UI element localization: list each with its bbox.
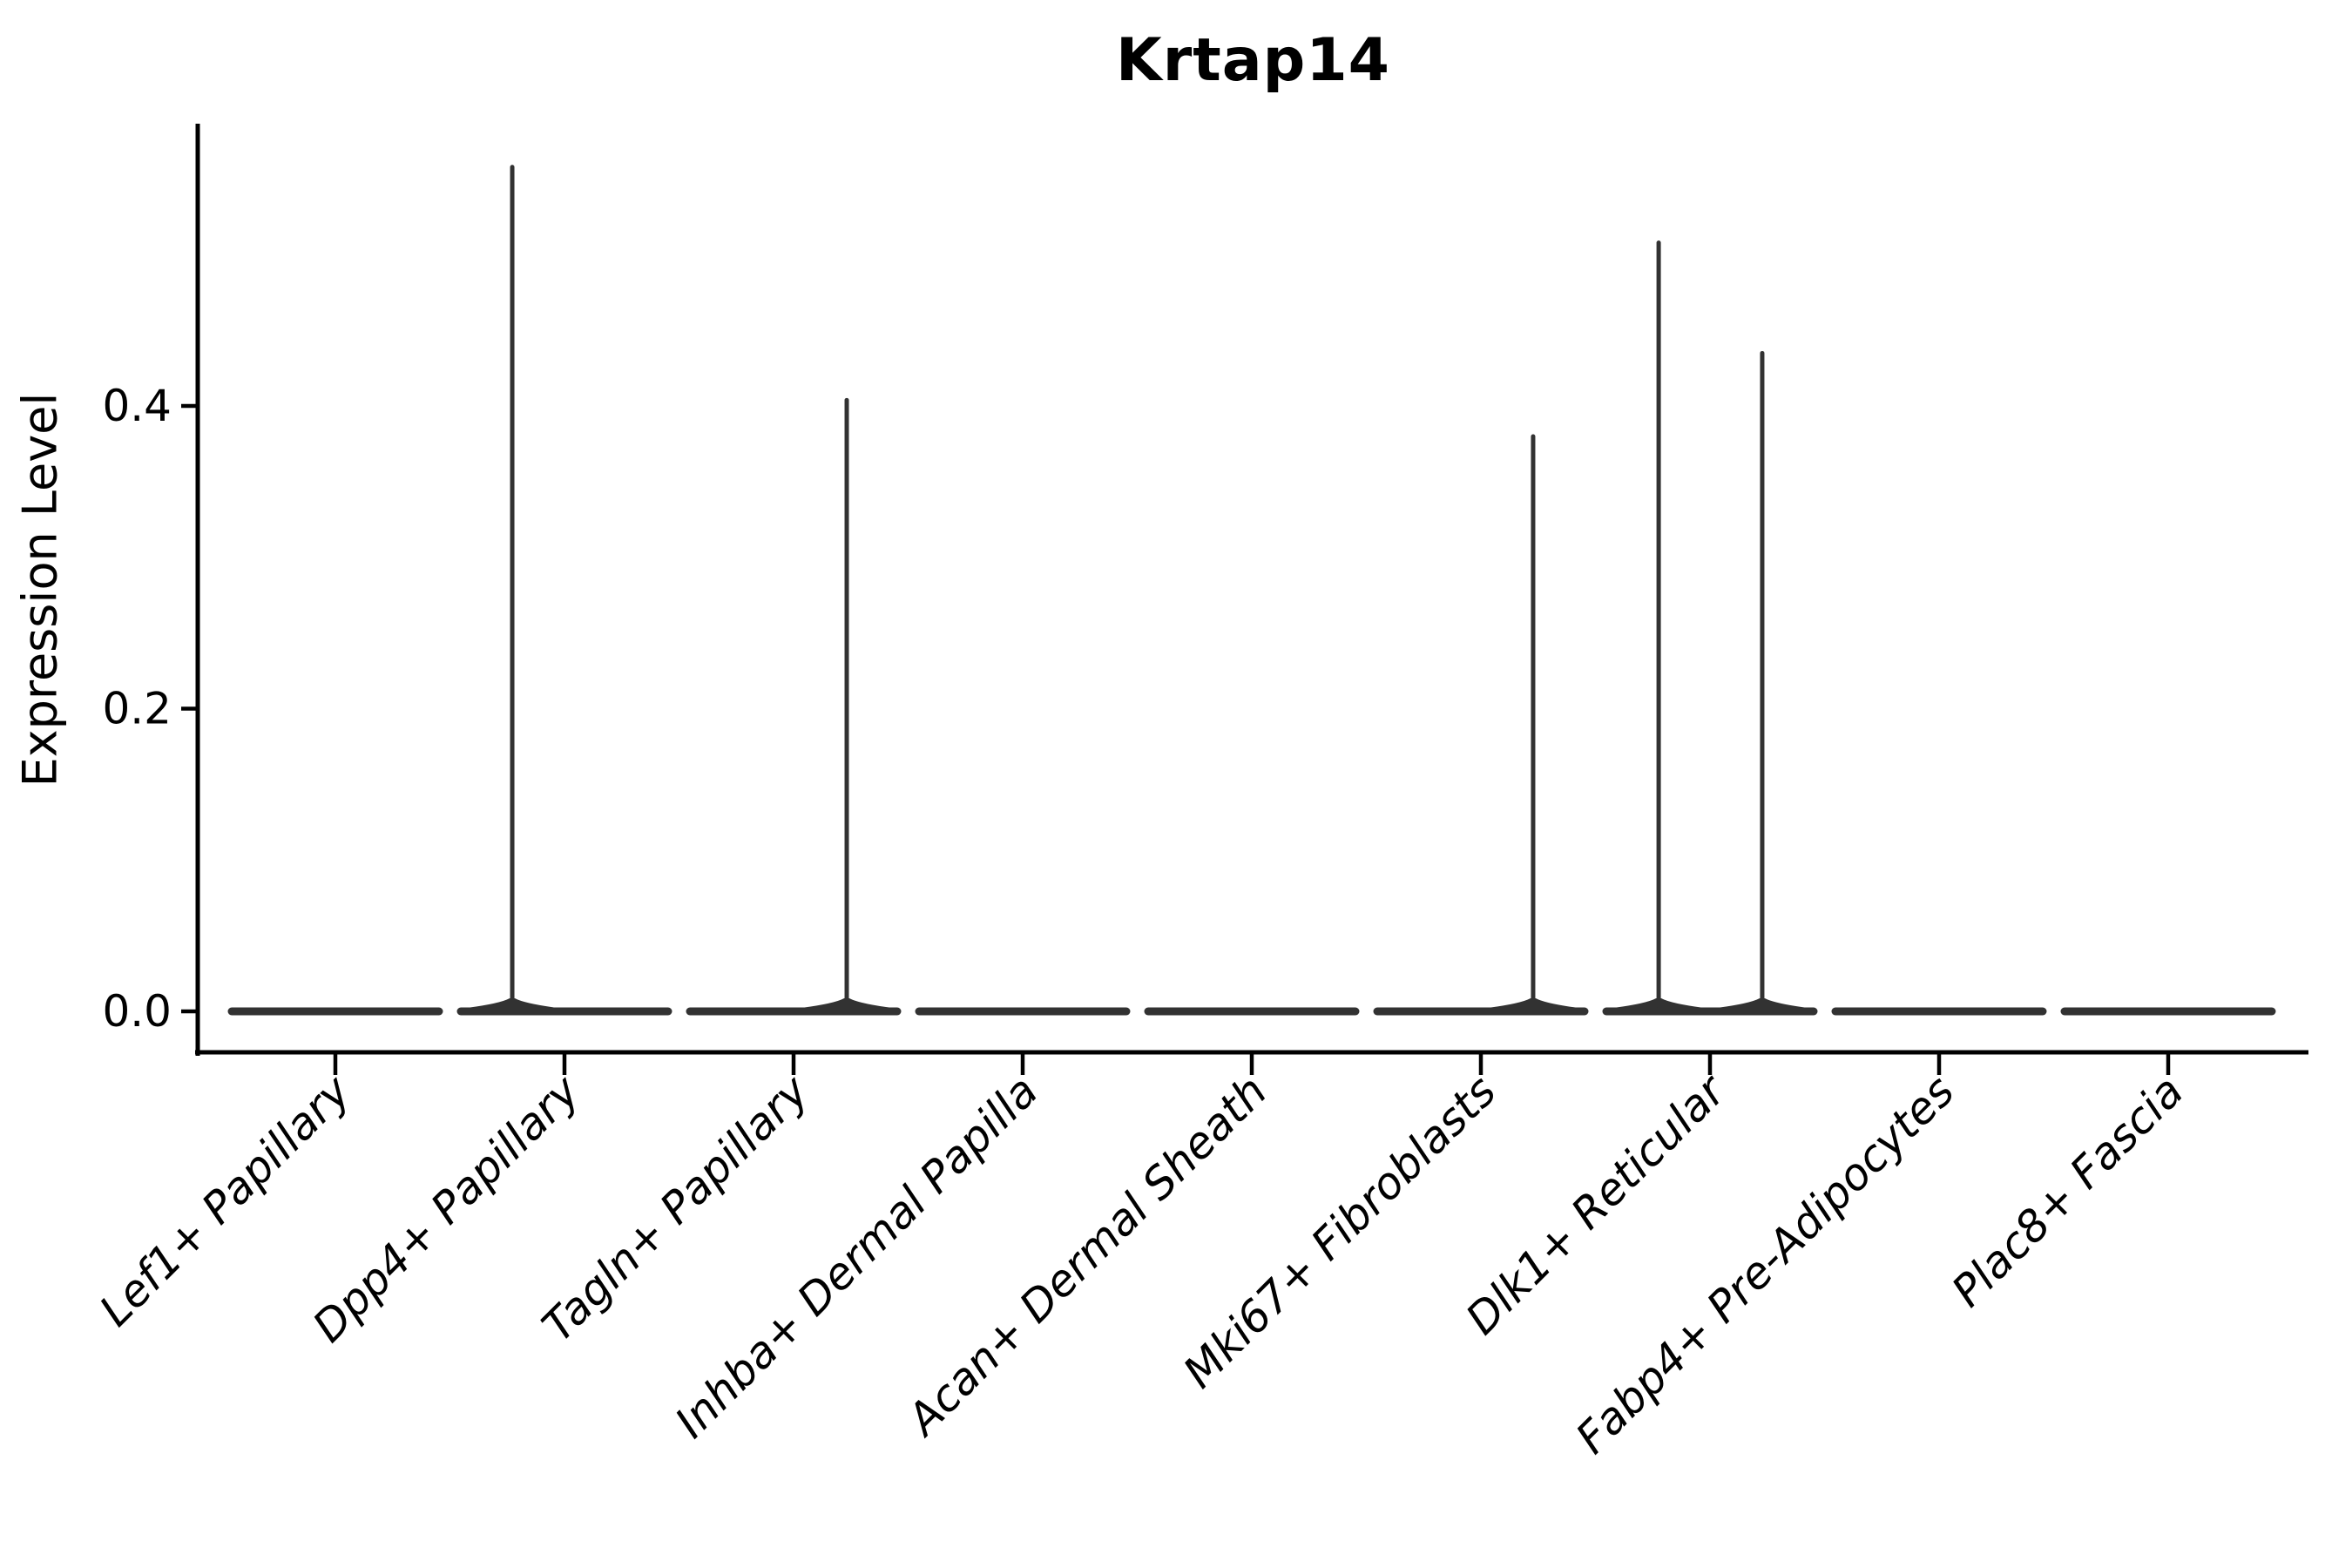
x-tick-label: Plac8+ Fascia	[1943, 1065, 2193, 1316]
x-tick-label: Inhba+ Dermal Papilla	[666, 1065, 1047, 1447]
x-tick-label: Lef1+ Papillary	[90, 1064, 361, 1335]
y-tick-label: 0.2	[102, 684, 172, 734]
y-tick-label: 0.4	[102, 381, 172, 431]
y-tick-label: 0.0	[102, 986, 172, 1037]
x-tick-label: Acan+ Dermal Sheath	[896, 1065, 1277, 1446]
x-tick-label: Fabp4+ Pre-Adipocytes	[1566, 1065, 1964, 1463]
chart-title: Krtap14	[1116, 26, 1390, 95]
